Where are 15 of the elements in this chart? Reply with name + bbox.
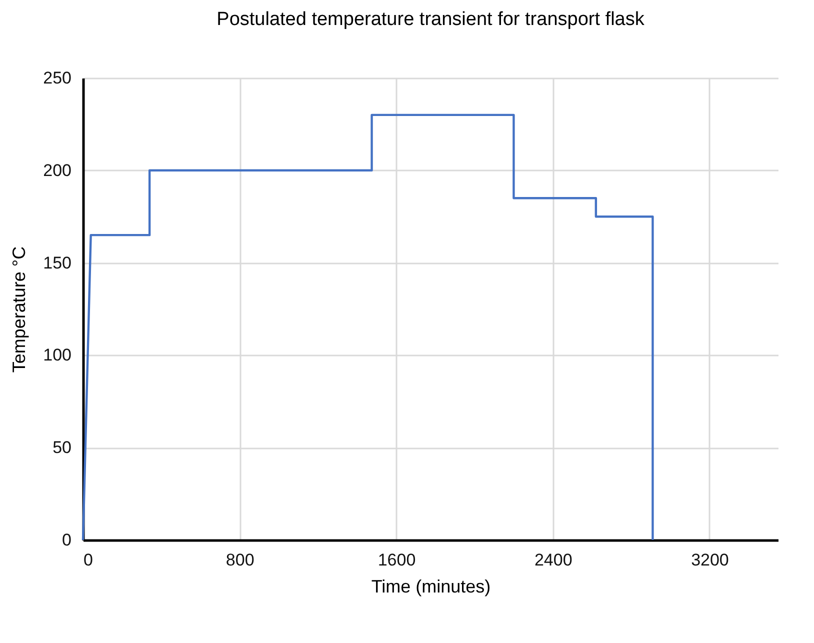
y-tick-label: 0 xyxy=(62,530,72,550)
line-series xyxy=(82,114,654,542)
y-tick-label: 50 xyxy=(52,438,72,458)
x-tick-label: 3200 xyxy=(691,550,729,570)
x-tick-label: 0 xyxy=(84,550,93,570)
x-tick-label: 800 xyxy=(226,550,254,570)
chart-title: Postulated temperature transient for transport flask xyxy=(216,9,645,30)
x-tick-label: 2400 xyxy=(534,550,572,570)
x-tick-label: 1600 xyxy=(378,550,416,570)
y-axis-title: Temperature °C xyxy=(9,246,30,373)
y-tick-label: 100 xyxy=(43,346,72,365)
x-axis-title: Time (minutes) xyxy=(371,576,491,596)
y-tick-label: 150 xyxy=(43,253,72,272)
y-tick-label: 200 xyxy=(43,160,72,180)
y-tick-label: 250 xyxy=(43,68,72,88)
